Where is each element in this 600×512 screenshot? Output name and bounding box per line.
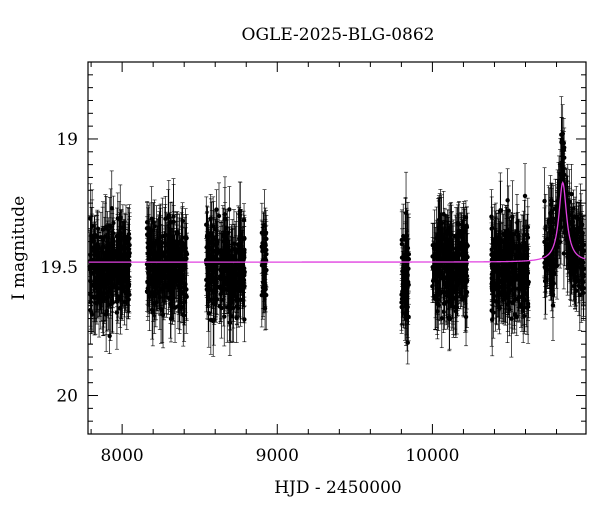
data-point — [123, 229, 128, 280]
data-point — [180, 238, 185, 311]
data-point — [111, 195, 116, 251]
data-point — [107, 317, 112, 354]
data-point — [180, 202, 185, 240]
data-point — [156, 214, 162, 281]
data-point — [146, 225, 152, 273]
data-point — [181, 283, 186, 347]
season-3 — [259, 189, 269, 331]
y-axis-label: I magnitude — [9, 196, 29, 300]
chart-title: OGLE-2025-BLG-0862 — [242, 25, 435, 45]
data-point — [166, 189, 171, 246]
data-point — [162, 207, 168, 279]
data-point — [184, 235, 189, 270]
season-7 — [542, 96, 587, 341]
data-point — [172, 272, 178, 343]
x-tick-label: 9000 — [256, 446, 299, 466]
data-point — [91, 242, 96, 287]
data-point — [149, 274, 154, 311]
x-tick-label: 8000 — [100, 446, 143, 466]
x-axis-label: HJD - 2450000 — [274, 478, 402, 498]
season-0 — [87, 170, 132, 354]
data-point — [124, 264, 130, 330]
data-point — [126, 223, 131, 256]
y-tick-label: 19 — [56, 130, 78, 150]
data-point — [110, 270, 115, 303]
data-point — [99, 245, 104, 299]
y-tick-label: 19.5 — [40, 258, 78, 278]
data-point — [146, 228, 151, 290]
season-5 — [430, 189, 470, 352]
data-point — [92, 216, 97, 287]
data-point — [94, 211, 100, 261]
x-tick-label: 10000 — [405, 446, 459, 466]
data-point — [183, 255, 188, 313]
season-4 — [399, 171, 412, 365]
data-point — [115, 214, 120, 269]
season-1 — [144, 178, 190, 349]
data-point — [176, 229, 181, 287]
data-point — [157, 265, 163, 299]
data-point — [164, 256, 169, 318]
data-point — [170, 234, 175, 305]
data-point — [94, 269, 100, 325]
y-tick-label: 20 — [56, 387, 78, 407]
data-point — [118, 236, 124, 292]
season-2 — [203, 176, 247, 357]
data-point — [152, 277, 157, 316]
data-point — [166, 281, 171, 315]
data-point — [95, 261, 100, 301]
data-points — [87, 96, 587, 365]
data-point — [168, 256, 173, 312]
